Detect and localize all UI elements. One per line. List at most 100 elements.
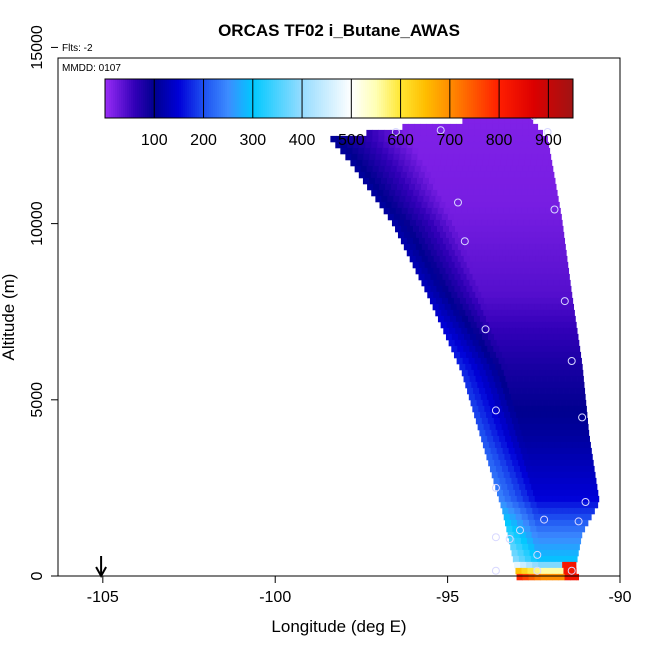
heat-cell <box>467 327 474 335</box>
heat-cell <box>545 327 552 335</box>
colorbar-segment <box>555 79 558 118</box>
heat-cell <box>553 375 560 383</box>
heat-cell <box>595 477 597 485</box>
heat-cell <box>517 201 524 209</box>
colorbar-segment <box>505 79 508 118</box>
heat-cell <box>477 309 484 317</box>
heat-cell <box>533 207 541 215</box>
heat-cell <box>560 399 567 407</box>
heat-cell <box>537 423 545 431</box>
sample-point <box>560 297 569 306</box>
heat-cell <box>535 435 542 443</box>
heat-cell <box>539 489 546 497</box>
heat-cell <box>511 519 518 527</box>
heat-cell <box>539 513 547 521</box>
heat-cell <box>568 447 576 455</box>
heat-cell <box>451 279 458 287</box>
colorbar-segment <box>561 79 564 118</box>
heat-cell <box>542 399 549 407</box>
heat-cell <box>515 387 522 395</box>
heat-cell <box>521 327 528 335</box>
colorbar-segment <box>321 79 324 118</box>
heat-cell <box>386 177 394 185</box>
heat-cell <box>569 315 576 323</box>
heat-cell <box>459 153 466 161</box>
heat-cell <box>450 123 457 131</box>
heat-cell <box>362 177 370 185</box>
heat-cell <box>443 315 451 323</box>
colorbar-frame <box>104 78 574 119</box>
heat-cell <box>582 495 590 503</box>
heat-cell <box>490 237 498 245</box>
colorbar-segment <box>559 79 562 118</box>
heat-cell <box>467 369 475 377</box>
heat-cell <box>365 141 372 149</box>
heat-cell <box>543 351 551 359</box>
heat-cell <box>557 513 565 521</box>
heat-cell <box>490 405 497 413</box>
heat-cell <box>523 243 531 251</box>
heat-cell <box>547 417 555 425</box>
heat-cell <box>555 531 563 539</box>
colorbar-segment <box>283 79 286 118</box>
heat-cell <box>575 369 583 377</box>
heat-cell <box>457 219 465 227</box>
heat-cell <box>505 183 512 191</box>
colorbar-segment <box>543 79 546 118</box>
heat-cell <box>447 195 454 203</box>
heat-cell <box>510 543 517 551</box>
heat-cell <box>577 519 584 527</box>
sample-point <box>491 406 500 415</box>
colorbar-tick-label: 300 <box>239 132 266 149</box>
heat-cell <box>366 165 374 173</box>
heat-cell <box>565 267 570 275</box>
heat-cell <box>500 321 508 329</box>
heat-cell <box>454 249 462 257</box>
heat-cell <box>508 237 516 245</box>
heat-cell <box>539 369 547 377</box>
heat-cell <box>548 177 556 185</box>
heat-cell <box>443 189 450 197</box>
heat-cell <box>501 465 509 473</box>
heat-cell <box>474 357 482 365</box>
heat-cell <box>493 279 500 287</box>
colorbar-segment <box>187 79 190 118</box>
heat-cell <box>561 351 569 359</box>
heat-cell <box>551 189 558 197</box>
heat-cell <box>504 357 512 365</box>
heat-cell <box>380 159 387 167</box>
heat-cell <box>579 351 582 359</box>
heat-cell <box>546 165 554 173</box>
heat-cell <box>427 219 435 227</box>
heat-cell <box>472 339 480 347</box>
colorbar-segment <box>419 79 422 118</box>
colorbar-segment <box>501 79 504 118</box>
heat-cell <box>497 369 505 377</box>
heat-cell <box>534 165 542 173</box>
heat-cell <box>414 135 421 143</box>
heat-cell <box>545 207 553 215</box>
heat-cell <box>544 339 552 347</box>
heat-cell <box>408 135 415 143</box>
heat-cell <box>480 117 487 125</box>
colorbar-segment <box>107 79 110 118</box>
heat-cell <box>481 201 488 209</box>
heat-cell <box>505 231 513 239</box>
heat-cell <box>513 423 521 431</box>
heat-cell <box>564 573 571 581</box>
heat-cell <box>528 303 536 311</box>
heat-cell <box>478 405 485 413</box>
colorbar-segment <box>497 79 500 118</box>
heat-cell <box>483 213 491 221</box>
heat-cell <box>570 543 577 551</box>
heat-cell <box>538 405 545 413</box>
colorbar-segment <box>509 79 512 118</box>
heat-cell <box>533 189 540 197</box>
colorbar-segment <box>381 79 384 118</box>
heat-cell <box>547 519 554 527</box>
heat-cell <box>478 147 485 155</box>
heat-cell <box>462 303 470 311</box>
heat-cell <box>569 471 577 479</box>
heat-cell <box>556 273 563 281</box>
